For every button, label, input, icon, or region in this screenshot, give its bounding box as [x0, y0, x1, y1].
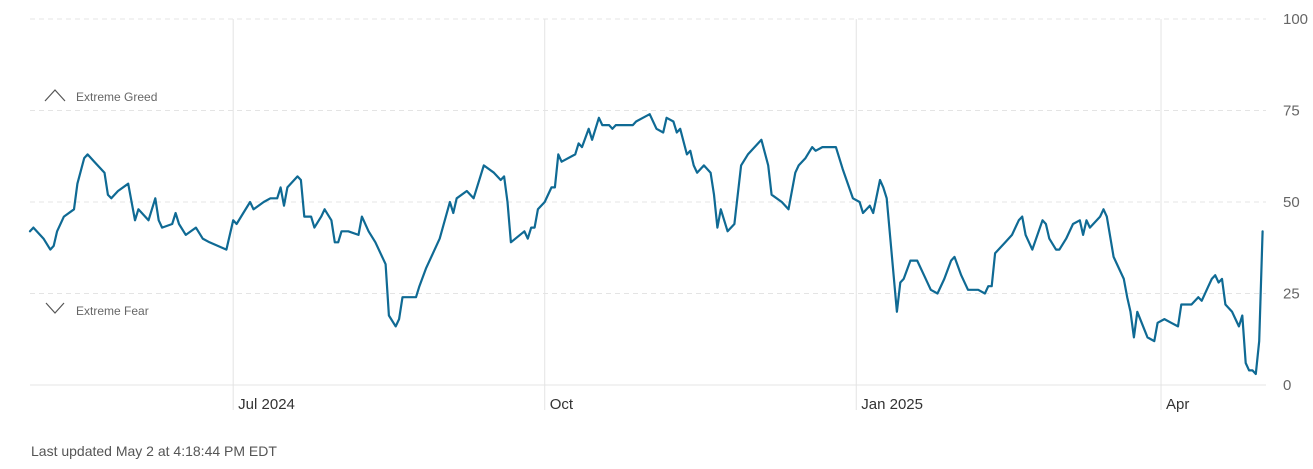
- x-tick-label: Apr: [1166, 396, 1189, 413]
- extreme-greed-zone: Extreme Greed: [44, 89, 157, 104]
- horizontal-gridlines: [30, 18, 1266, 386]
- x-tick-label: Oct: [550, 396, 574, 413]
- y-tick-label: 0: [1283, 377, 1291, 394]
- x-axis-ticks: Jul 2024 Oct Jan 2025 Apr: [238, 396, 1189, 413]
- extreme-greed-label: Extreme Greed: [76, 90, 157, 104]
- y-tick-label: 75: [1283, 103, 1300, 120]
- vertical-gridlines: [232, 19, 1162, 410]
- extreme-fear-zone: Extreme Fear: [45, 302, 149, 318]
- fear-greed-chart: 0 25 50 75 100 Jul 2024 Oct Jan 2025 Apr Extrem…: [28, 11, 1308, 413]
- index-line-series: [28, 113, 1264, 376]
- y-axis-ticks: 0 25 50 75 100: [1283, 11, 1308, 394]
- extreme-fear-label: Extreme Fear: [76, 304, 149, 318]
- last-updated-text: Last updated May 2 at 4:18:44 PM EDT: [31, 443, 277, 459]
- x-tick-label: Jan 2025: [861, 396, 923, 413]
- y-tick-label: 100: [1283, 11, 1308, 28]
- chevron-up-icon: [44, 89, 66, 102]
- chevron-down-icon: [45, 302, 65, 314]
- y-tick-label: 25: [1283, 286, 1300, 303]
- x-tick-label: Jul 2024: [238, 396, 295, 413]
- y-tick-label: 50: [1283, 194, 1300, 211]
